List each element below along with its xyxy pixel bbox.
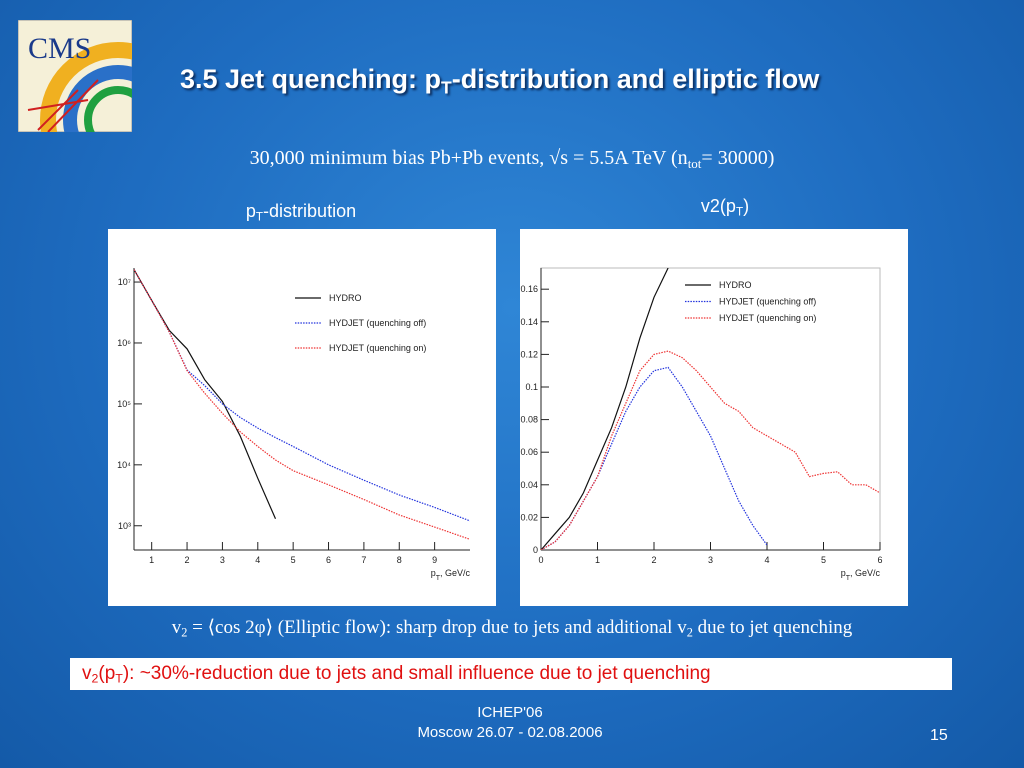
subscript: 2	[91, 671, 99, 686]
subscript: T	[846, 575, 851, 582]
chart-title: v2(pT)	[575, 196, 875, 219]
legend-label: HYDJET (quenching on)	[329, 343, 426, 353]
text-part: v	[171, 617, 182, 638]
subscript: T	[115, 671, 123, 686]
footer-event: ICHEP'06	[477, 704, 543, 721]
text-part: , GeV/c	[850, 568, 881, 578]
legend-label: HYDJET (quenching off)	[719, 297, 816, 307]
x-tick-label: 6	[326, 555, 331, 565]
text-part: p	[245, 201, 256, 221]
x-tick-label: 4	[764, 555, 769, 565]
chart: 1 2 3 4 5 6 7 8 9 10³ 10⁴ 10⁵ 10⁶ 10⁷ pT, GeV/c HYDRO HY…	[108, 229, 496, 606]
series-line	[134, 269, 470, 540]
y-tick-label: 10³	[118, 521, 131, 531]
legend-label: HYDRO	[719, 280, 752, 290]
text-part: v	[82, 663, 92, 684]
logo-text: CMS	[28, 32, 91, 65]
subscript: tot	[687, 155, 702, 171]
x-axis-label: pT, GeV/c	[841, 568, 881, 582]
x-tick-label: 8	[397, 555, 402, 565]
y-tick-label: 0.06	[520, 447, 538, 457]
text-part: = 30000)	[701, 147, 775, 169]
text-part: 30,000 minimum bias Pb+Pb events, √s = 5…	[249, 147, 688, 169]
series-line	[134, 269, 470, 522]
x-tick-label: 5	[291, 555, 296, 565]
x-tick-label: 6	[877, 555, 882, 565]
text-part: -distribution and elliptic flow	[451, 64, 820, 94]
x-tick-label: 3	[220, 555, 225, 565]
logo: CMS	[18, 20, 132, 132]
x-tick-label: 2	[185, 555, 190, 565]
y-tick-label: 0.16	[520, 284, 538, 294]
x-tick-label: 9	[432, 555, 437, 565]
highlight-note: v2(pT): ~30%-reduction due to jets and s…	[70, 658, 952, 690]
text-part: p	[431, 568, 436, 578]
x-tick-label: 0	[538, 555, 543, 565]
y-tick-label: 0.02	[520, 512, 538, 522]
text-part: ): ~30%-reduction due to jets and small …	[122, 663, 711, 684]
subscript: T	[441, 77, 452, 98]
legend-label: HYDJET (quenching on)	[719, 313, 816, 323]
plot-frame	[134, 268, 470, 550]
text-part: v2(p	[700, 196, 736, 216]
legend-label: HYDJET (quenching off)	[329, 318, 426, 328]
legend-label: HYDRO	[329, 293, 362, 303]
title: 3.5 Jet quenching: pT-distribution and e…	[180, 64, 819, 98]
text-part: p	[841, 568, 846, 578]
y-tick-label: 10⁵	[117, 399, 131, 409]
text-part: -distribution	[263, 201, 357, 221]
subscript: 2	[181, 625, 188, 640]
series-line	[541, 268, 669, 550]
y-tick-label: 0.12	[520, 349, 538, 359]
page-number: 15	[930, 727, 948, 744]
text-part: (p	[98, 663, 116, 684]
y-tick-label: 10⁴	[117, 460, 131, 470]
x-tick-label: 5	[821, 555, 826, 565]
text-part: , GeV/c	[440, 568, 471, 578]
note: v2 = ⟨cos 2φ⟩ (Elliptic flow): sharp dro…	[0, 616, 1024, 641]
footer-place: Moscow 26.07 - 02.08.2006	[417, 724, 603, 741]
x-tick-label: 1	[595, 555, 600, 565]
series-line	[134, 269, 277, 520]
x-tick-label: 4	[255, 555, 260, 565]
x-tick-label: 1	[149, 555, 154, 565]
y-tick-label: 0.14	[520, 317, 538, 327]
subscript: T	[255, 210, 264, 224]
x-tick-label: 3	[708, 555, 713, 565]
y-tick-label: 10⁶	[117, 338, 131, 348]
subscript: 2	[686, 625, 693, 640]
y-tick-label: 10⁷	[118, 277, 131, 287]
y-tick-label: 0.04	[520, 480, 538, 490]
x-tick-label: 7	[361, 555, 366, 565]
y-tick-label: 0.1	[525, 382, 538, 392]
chart: 0 1 2 3 4 5 6 0 0.02 0.04 0.06 0.08 0.1 0.12 0.14 0.16 p…	[520, 229, 908, 606]
subtitle: 30,000 minimum bias Pb+Pb events, √s = 5…	[0, 147, 1024, 172]
subscript: T	[735, 205, 744, 219]
x-axis-label: pT, GeV/c	[431, 568, 471, 582]
plot-frame	[540, 267, 881, 551]
subscript: T	[436, 575, 441, 582]
x-tick-label: 2	[651, 555, 656, 565]
footer: ICHEP'06 Moscow 26.07 - 02.08.2006	[380, 703, 640, 743]
series-line	[541, 366, 768, 550]
y-tick-label: 0.08	[520, 415, 538, 425]
text-part: )	[743, 196, 750, 216]
text-part: 3.5 Jet quenching: p	[180, 64, 442, 94]
text-part: = ⟨cos 2φ⟩ (Elliptic flow): sharp drop d…	[187, 617, 687, 638]
text-part: due to jet quenching	[692, 617, 853, 638]
y-tick-label: 0	[533, 545, 538, 555]
series-line	[541, 350, 880, 550]
chart-title: pT-distribution	[151, 201, 451, 224]
